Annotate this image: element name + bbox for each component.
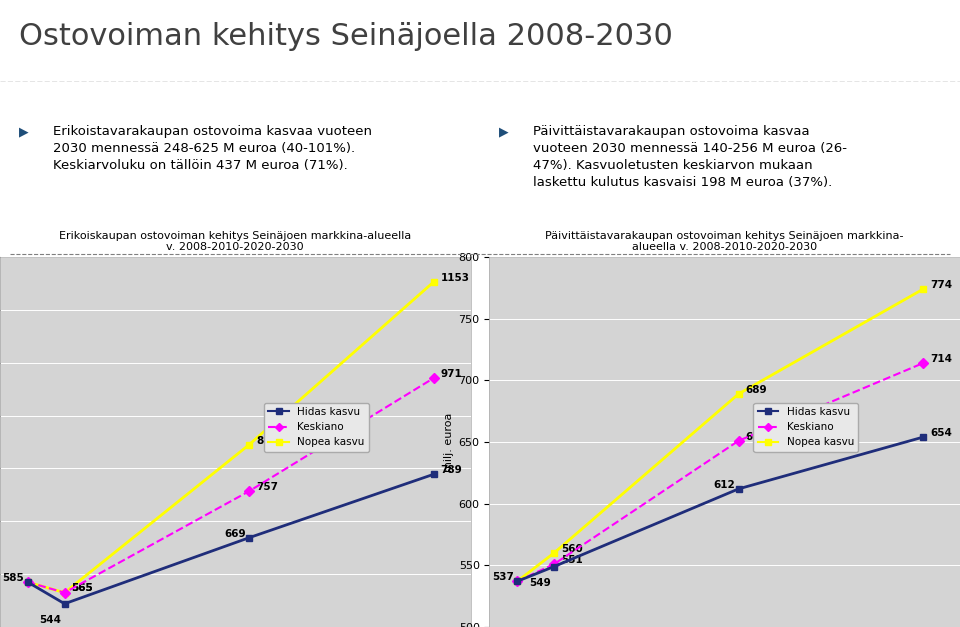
Nopea kasvu [732,390,744,398]
Line: Nopea kasvu: Nopea kasvu [24,278,437,596]
Text: Erikoistavarakaupan ostovoima kasvaa vuoteen
2030 mennessä 248-625 M euroa (40-1: Erikoistavarakaupan ostovoima kasvaa vuo… [53,125,372,172]
Nopea kasvu [918,285,929,293]
Text: 669: 669 [224,529,246,539]
Keskiano [428,374,440,382]
Title: Erikoiskaupan ostovoiman kehitys Seinäjoen markkina-alueella
v. 2008-2010-2020-2: Erikoiskaupan ostovoiman kehitys Seinäjo… [60,231,412,252]
Line: Nopea kasvu: Nopea kasvu [514,286,926,585]
Legend: Hidas kasvu, Keskiano, Nopea kasvu: Hidas kasvu, Keskiano, Nopea kasvu [754,403,858,451]
Keskiano [59,589,70,596]
Text: 1153: 1153 [441,273,469,283]
Text: 845: 845 [256,436,278,446]
Keskiano [548,561,560,568]
Hidas kasvu [59,600,70,608]
Nopea kasvu [548,549,560,557]
Text: 549: 549 [529,578,551,588]
Legend: Hidas kasvu, Keskiano, Nopea kasvu: Hidas kasvu, Keskiano, Nopea kasvu [264,403,369,451]
Nopea kasvu [428,278,440,286]
Hidas kasvu [22,578,34,586]
Nopea kasvu [22,578,34,586]
Text: 774: 774 [930,280,952,290]
Hidas kasvu [918,433,929,441]
Text: 551: 551 [561,555,583,565]
Text: 971: 971 [441,369,463,379]
Keskiano [244,487,255,495]
Text: 757: 757 [256,482,278,492]
Text: 565: 565 [72,584,93,594]
Line: Keskiano: Keskiano [514,360,926,585]
Title: Päivittäistavarakaupan ostovoiman kehitys Seinäjoen markkina-
alueella v. 2008-2: Päivittäistavarakaupan ostovoiman kehity… [545,231,904,252]
Text: Ostovoiman kehitys Seinäjoella 2008-2030: Ostovoiman kehitys Seinäjoella 2008-2030 [19,22,673,51]
Text: 612: 612 [713,480,735,490]
Keskiano [512,577,523,585]
Hidas kasvu [244,534,255,542]
Line: Keskiano: Keskiano [24,374,437,596]
Hidas kasvu [428,470,440,478]
Text: Päivittäistavarakaupan ostovoima kasvaa
vuoteen 2030 mennessä 140-256 M euroa (2: Päivittäistavarakaupan ostovoima kasvaa … [533,125,847,189]
Text: 789: 789 [441,465,463,475]
Nopea kasvu [244,441,255,448]
Keskiano [918,359,929,367]
Hidas kasvu [732,485,744,493]
Hidas kasvu [548,563,560,571]
Text: 651: 651 [746,431,767,441]
Line: Hidas kasvu: Hidas kasvu [24,471,437,607]
Line: Hidas kasvu: Hidas kasvu [514,434,926,585]
Text: ▶: ▶ [19,125,29,139]
Y-axis label: milj. euroa: milj. euroa [444,413,454,472]
Text: 689: 689 [746,385,767,395]
Text: 560: 560 [561,544,583,554]
Hidas kasvu [512,577,523,585]
Text: 565: 565 [72,584,93,594]
Nopea kasvu [59,589,70,596]
Text: ▶: ▶ [499,125,509,139]
Nopea kasvu [512,577,523,585]
Text: 544: 544 [39,616,61,625]
Text: 714: 714 [930,354,952,364]
Keskiano [22,578,34,586]
Text: 654: 654 [930,428,952,438]
Text: 585: 585 [3,573,24,583]
Text: 537: 537 [492,572,514,582]
Keskiano [732,437,744,445]
